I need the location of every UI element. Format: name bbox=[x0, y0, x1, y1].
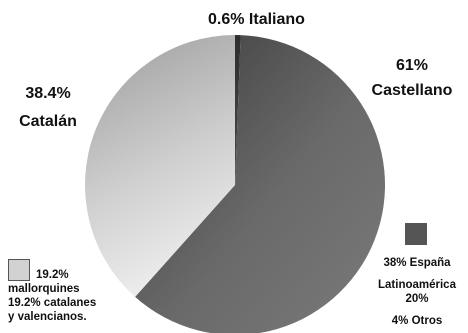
slice-value-castellano: 61% bbox=[395, 57, 429, 74]
slice-name-italiano: Italiano bbox=[248, 11, 305, 28]
slice-value-catalan: 38.4% bbox=[25, 85, 71, 102]
slice-value-italiano: 0.6% bbox=[208, 11, 245, 28]
legend-line: 38% España bbox=[383, 257, 451, 269]
legend-line: mallorquines bbox=[8, 283, 80, 295]
legend-line: y valencianos. bbox=[8, 311, 87, 323]
legend-swatch-castellano-breakdown bbox=[405, 223, 427, 245]
pie-slice-castellano bbox=[135, 35, 385, 333]
legend-text-catalan-breakdown: 19.2% mallorquines 19.2% catalanes y val… bbox=[8, 268, 96, 324]
pie-slice-italiano bbox=[235, 35, 241, 185]
legend-line: 19.2% catalanes bbox=[8, 297, 97, 309]
legend-line: 19.2% bbox=[36, 269, 69, 281]
slice-label-catalan: 38.4% Catalán bbox=[8, 84, 88, 131]
slice-name-castellano: Castellano bbox=[371, 82, 453, 99]
legend-line: 4% Otros bbox=[391, 315, 443, 327]
legend-swatch-catalan-breakdown bbox=[8, 259, 30, 281]
legend-line: Latinoamérica bbox=[378, 279, 456, 291]
pie-slice-catalan bbox=[85, 35, 235, 297]
slice-label-castellano: 61% Castellano bbox=[362, 56, 462, 100]
slice-name-catalan: Catalán bbox=[19, 113, 77, 130]
legend-line: 20% bbox=[405, 293, 429, 305]
legend-text-castellano-breakdown: 38% España Latinoamérica 20% 4% Otros bbox=[366, 256, 468, 328]
slice-label-italiano: 0.6% Italiano bbox=[208, 10, 305, 29]
